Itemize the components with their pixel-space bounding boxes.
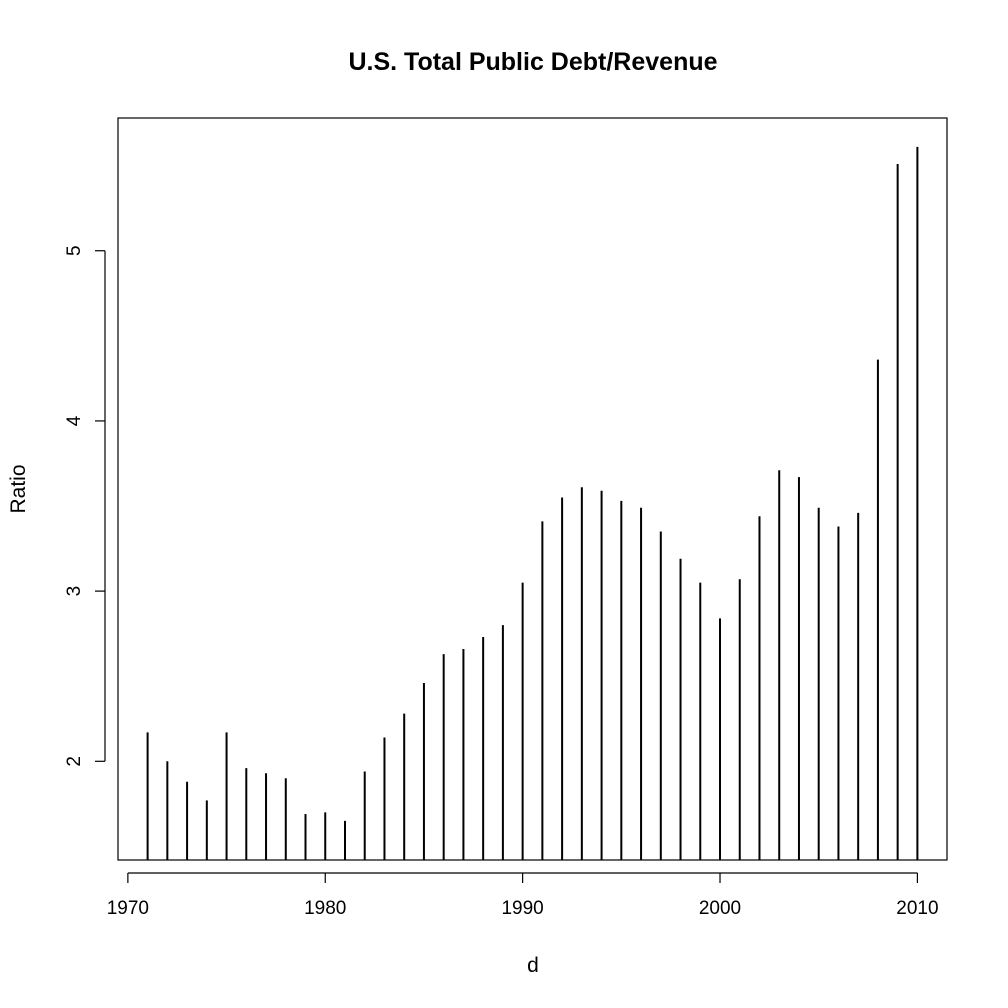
x-axis: 1970 1980 1990 2000 2010 (107, 872, 939, 919)
x-tick-label: 1990 (501, 898, 543, 919)
y-tick-label: 4 (64, 415, 85, 426)
y-tick-label: 3 (64, 586, 85, 597)
x-tick-label: 2010 (896, 898, 938, 919)
x-axis-label: d (527, 954, 539, 977)
y-axis-label: Ratio (7, 464, 30, 513)
x-tick-label: 1980 (304, 898, 346, 919)
y-axis: 2 3 4 5 (64, 245, 106, 767)
bars (146, 146, 919, 860)
y-tick-label: 2 (64, 756, 85, 767)
chart-title: U.S. Total Public Debt/Revenue (348, 48, 717, 76)
x-tick-label: 1970 (107, 898, 149, 919)
plot-frame (117, 117, 948, 861)
x-tick-label: 2000 (699, 898, 741, 919)
y-tick-label: 5 (64, 245, 85, 256)
